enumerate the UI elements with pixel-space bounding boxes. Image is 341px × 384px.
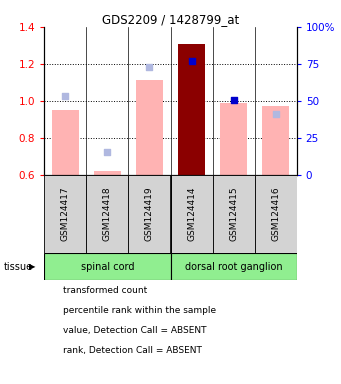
Text: spinal cord: spinal cord xyxy=(81,262,134,272)
Bar xyxy=(94,171,121,175)
Bar xyxy=(136,81,163,175)
Text: value, Detection Call = ABSENT: value, Detection Call = ABSENT xyxy=(63,326,207,335)
Text: rank, Detection Call = ABSENT: rank, Detection Call = ABSENT xyxy=(63,346,202,355)
Point xyxy=(105,149,110,155)
Text: dorsal root ganglion: dorsal root ganglion xyxy=(185,262,282,272)
Bar xyxy=(262,106,289,175)
Point xyxy=(273,111,278,117)
Bar xyxy=(86,175,129,253)
Point xyxy=(231,97,236,103)
Text: GSM124415: GSM124415 xyxy=(229,187,238,242)
Bar xyxy=(178,45,205,175)
Bar xyxy=(52,110,79,175)
Text: GSM124416: GSM124416 xyxy=(271,187,280,242)
Bar xyxy=(170,253,297,280)
Text: GSM124419: GSM124419 xyxy=(145,187,154,242)
Text: GSM124414: GSM124414 xyxy=(187,187,196,241)
Text: percentile rank within the sample: percentile rank within the sample xyxy=(63,306,216,315)
Text: ▶: ▶ xyxy=(29,262,35,271)
Text: GSM124418: GSM124418 xyxy=(103,187,112,242)
Bar xyxy=(255,175,297,253)
Bar xyxy=(220,103,247,175)
Point xyxy=(147,63,152,70)
Point xyxy=(63,93,68,99)
Bar xyxy=(44,175,86,253)
Bar xyxy=(212,175,255,253)
Title: GDS2209 / 1428799_at: GDS2209 / 1428799_at xyxy=(102,13,239,26)
Bar xyxy=(170,175,212,253)
Point xyxy=(189,58,194,64)
Bar xyxy=(129,175,170,253)
Text: transformed count: transformed count xyxy=(63,286,147,295)
Text: tissue: tissue xyxy=(3,262,32,272)
Bar xyxy=(44,253,170,280)
Text: GSM124417: GSM124417 xyxy=(61,187,70,242)
